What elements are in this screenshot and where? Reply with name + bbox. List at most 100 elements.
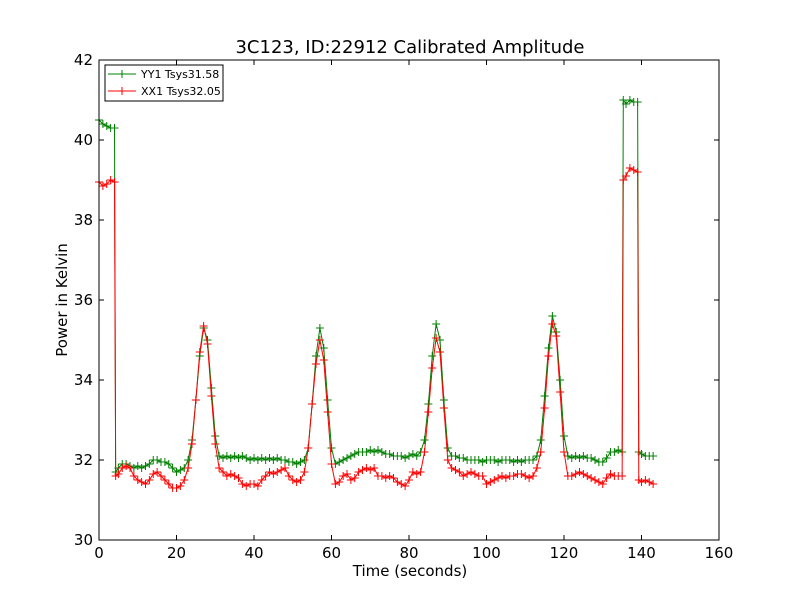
series-0-point [556, 376, 565, 384]
series-1-point [424, 408, 433, 416]
series-1-point [579, 470, 588, 478]
series-1-point [455, 468, 464, 476]
series-1-point [498, 472, 506, 480]
series-1-point [230, 472, 239, 480]
series-1-point [335, 478, 344, 486]
x-tick-label: 140 [627, 544, 656, 562]
series-1-point [346, 476, 355, 484]
series-1 [95, 164, 658, 492]
legend-marker-0 [118, 70, 126, 78]
series-0-point [273, 454, 282, 462]
series-0-point [176, 466, 185, 474]
series-0-point [296, 458, 305, 466]
y-tick-label: 42 [74, 51, 93, 69]
series-0-point [614, 446, 623, 454]
series-0-point [362, 448, 371, 456]
series-0-point [339, 456, 348, 464]
series-1-point [102, 180, 111, 188]
x-tick-label: 120 [550, 544, 579, 562]
series-0-point [98, 120, 107, 128]
series-1-point [393, 478, 402, 486]
series-1-point [602, 474, 611, 482]
series-1-point [470, 470, 479, 478]
series-0-point [385, 450, 394, 458]
series-1-point [416, 468, 425, 476]
series-1-point [401, 482, 410, 490]
series-0-point [312, 352, 320, 360]
x-tick-label: 60 [322, 544, 341, 562]
series-1-point [331, 480, 340, 488]
series-0-point [366, 446, 375, 454]
series-1-point [591, 476, 599, 484]
series-1-point [195, 348, 204, 356]
series-0-point [292, 460, 301, 468]
series-1-point [354, 468, 363, 476]
series-1-point [265, 468, 274, 476]
legend-label-1: XX1 Tsys32.05 [141, 85, 221, 98]
series-1-point [106, 176, 115, 184]
series-1-point [490, 476, 499, 484]
legend-label-0: YY1 Tsys31.58 [140, 68, 219, 81]
series-0-point [494, 458, 503, 466]
series-1-point [529, 472, 537, 480]
series-0-point [184, 456, 193, 464]
series-0-point [560, 432, 568, 440]
series-1-point [536, 448, 545, 456]
series-1-point [385, 472, 394, 480]
series-0-point [571, 452, 580, 460]
series-1-point [567, 472, 576, 480]
series-1-point [486, 478, 495, 486]
series-0-point [412, 452, 421, 460]
series-0-point [459, 454, 468, 462]
series-1-point [517, 470, 526, 478]
series-1-point [447, 464, 456, 472]
series-0-point [219, 454, 227, 462]
series-1-point [397, 480, 406, 488]
series-0-point [222, 452, 231, 460]
series-1-point [300, 468, 309, 476]
series-0-point [649, 452, 658, 460]
series-0-point [513, 456, 522, 464]
series-1-point [160, 476, 169, 484]
series-0-point [327, 444, 336, 452]
y-tick-label: 30 [74, 531, 93, 549]
series-1-point [145, 476, 154, 484]
series-1-point [439, 404, 448, 412]
series-0-point [238, 452, 247, 460]
series-1-point [269, 470, 278, 478]
series-1-point [211, 440, 220, 448]
series-0-point [536, 436, 545, 444]
series-0-point [591, 456, 599, 464]
series-1-point [199, 322, 208, 330]
series-1-point [304, 444, 313, 452]
series-1-point [126, 464, 134, 472]
series-0-point [160, 458, 169, 466]
series-0-point [110, 124, 119, 132]
series-0-point [451, 452, 460, 460]
series-0-point [253, 456, 262, 464]
series-1-point [203, 340, 212, 348]
series-0-point [625, 96, 634, 104]
series-1-point [521, 472, 530, 480]
series-1-point [180, 476, 189, 484]
series-0-point [145, 460, 154, 468]
series-1-point [191, 396, 200, 404]
series-1-point [408, 468, 417, 476]
series-1-point [594, 478, 603, 486]
series-1-point [633, 168, 642, 176]
series-0-point [377, 448, 386, 456]
series-1-point [149, 470, 158, 478]
x-tick-label: 100 [472, 544, 501, 562]
series-1-point [544, 352, 553, 360]
series-1-point [188, 440, 196, 448]
series-1-point [641, 476, 650, 484]
y-tick-label: 32 [74, 451, 93, 469]
series-0-point [335, 458, 344, 466]
series-0-point [490, 456, 499, 464]
series-1-point [339, 472, 348, 480]
series-0-point [428, 352, 437, 360]
series-1-point [552, 332, 561, 340]
y-tick-label: 38 [74, 211, 93, 229]
series-0-point [137, 464, 146, 472]
series-0-point [633, 98, 642, 106]
